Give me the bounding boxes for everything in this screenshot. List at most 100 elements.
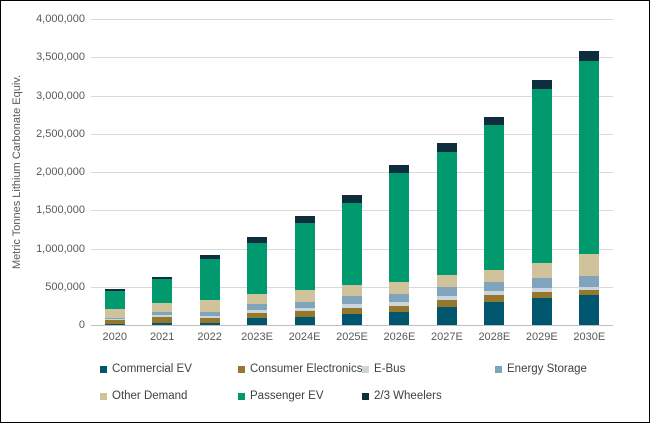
bar-slot-2020 <box>91 19 138 325</box>
bar-segment-energy-storage <box>484 281 505 291</box>
bar-segment-2-3-wheelers <box>484 116 505 126</box>
legend-label: 2/3 Wheelers <box>374 390 442 402</box>
x-tick-label: 2024E <box>288 331 321 343</box>
stacked-bar-2021 <box>152 276 173 325</box>
legend-label: E-Bus <box>374 363 406 375</box>
bar-segment-consumer-electronics <box>247 313 268 319</box>
bar-segment-consumer-electronics <box>389 305 410 312</box>
bar-segment-passenger-ev <box>389 173 410 283</box>
x-tick-label: 2027E <box>430 331 463 343</box>
bar-segment-commercial-ev <box>531 297 552 325</box>
bar-segment-e-bus <box>389 301 410 306</box>
bar-segment-other-demand <box>531 262 552 278</box>
legend-swatch <box>495 365 502 373</box>
x-tick-label: 2020 <box>102 331 127 343</box>
gridline <box>91 57 613 59</box>
bar-segment-other-demand <box>104 308 125 318</box>
stacked-bar-2024e <box>294 215 315 325</box>
bar-segment-e-bus <box>152 315 173 318</box>
y-tick-label: 2,000,000 <box>36 166 85 178</box>
bar-segment-commercial-ev <box>436 306 457 325</box>
stacked-bar-2023e <box>247 237 268 325</box>
bar-segment-consumer-electronics <box>294 311 315 318</box>
x-tick-label: 2021 <box>149 331 175 343</box>
bar-segment-other-demand <box>247 294 268 305</box>
legend-swatch <box>100 392 107 400</box>
bar-segment-2-3-wheelers <box>579 51 600 61</box>
gridline <box>91 133 613 135</box>
bar-segment-commercial-ev <box>247 318 268 325</box>
bar-segment-other-demand <box>294 290 315 302</box>
bar-segment-e-bus <box>436 296 457 301</box>
bar-segment-other-demand <box>199 300 220 313</box>
legend-item-passenger-ev: Passenger EV <box>238 388 362 404</box>
y-tick-label: 0 <box>78 319 85 331</box>
legend-swatch <box>100 365 107 373</box>
legend-label: Commercial EV <box>112 363 192 375</box>
bar-segment-e-bus <box>294 307 315 312</box>
bar-segment-commercial-ev <box>579 294 600 325</box>
y-tick-label: 1,000,000 <box>36 242 85 255</box>
legend-item-e-bus: E-Bus <box>362 361 495 377</box>
legend-label: Consumer Electronics <box>250 363 363 375</box>
legend-item-2-3-wheelers: 2/3 Wheelers <box>362 388 495 404</box>
bar-segment-consumer-electronics <box>579 290 600 295</box>
legend-item-energy-storage: Energy Storage <box>495 361 640 377</box>
bar-slot-2025e <box>328 19 375 325</box>
chart-legend: Commercial EV Consumer Electronics E-Bus En… <box>100 361 640 404</box>
bar-segment-other-demand <box>341 285 362 297</box>
bar-segment-e-bus <box>579 287 600 291</box>
x-axis-line <box>91 325 613 326</box>
bar-segment-passenger-ev <box>294 222 315 291</box>
bar-segment-consumer-electronics <box>531 292 552 298</box>
bar-series <box>91 19 613 325</box>
legend-swatch <box>238 392 245 400</box>
bar-segment-energy-storage <box>247 304 268 311</box>
bar-segment-2-3-wheelers <box>341 194 362 204</box>
x-axis-tick-labels: 2020 2021 2022 2023E 2024E 2025E 2026E 2027E 202… <box>91 331 613 343</box>
stacked-bar-2029e <box>531 80 552 325</box>
bar-slot-2029e <box>518 19 565 325</box>
stacked-bar-2022 <box>199 254 220 325</box>
y-tick-label: 3,000,000 <box>36 89 85 102</box>
gridline <box>91 172 613 173</box>
bar-segment-commercial-ev <box>199 323 220 325</box>
bar-segment-consumer-electronics <box>104 320 125 325</box>
bar-segment-passenger-ev <box>104 291 125 309</box>
bar-slot-2024e <box>281 19 328 325</box>
bar-segment-commercial-ev <box>484 301 505 325</box>
bar-segment-commercial-ev <box>389 311 410 325</box>
stacked-bar-2027e <box>436 143 457 325</box>
bar-segment-consumer-electronics <box>341 307 362 314</box>
x-tick-label: 2028E <box>478 331 511 343</box>
x-tick-label: 2023E <box>241 331 273 343</box>
bar-segment-energy-storage <box>579 276 600 287</box>
legend-swatch <box>238 365 245 373</box>
y-tick-label: 2,500,000 <box>36 127 85 140</box>
bar-segment-e-bus <box>484 290 505 296</box>
bar-segment-energy-storage <box>152 311 173 316</box>
bar-segment-consumer-electronics <box>484 295 505 302</box>
stacked-bar-2020 <box>104 289 125 325</box>
bar-segment-consumer-electronics <box>152 317 173 324</box>
legend-item-consumer-electronics: Consumer Electronics <box>238 361 362 377</box>
bar-segment-passenger-ev <box>579 60 600 255</box>
bar-segment-passenger-ev <box>341 203 362 286</box>
bar-segment-energy-storage <box>294 301 315 308</box>
bar-segment-2-3-wheelers <box>389 164 410 174</box>
bar-segment-e-bus <box>104 318 125 321</box>
bar-segment-energy-storage <box>436 287 457 297</box>
bar-segment-other-demand <box>389 282 410 295</box>
bar-segment-energy-storage <box>104 317 125 319</box>
bar-segment-other-demand <box>579 254 600 277</box>
bar-segment-e-bus <box>531 288 552 293</box>
bar-segment-passenger-ev <box>199 258 220 301</box>
legend-swatch <box>362 365 369 373</box>
bar-segment-e-bus <box>341 303 362 308</box>
y-tick-label: 500,000 <box>45 280 85 293</box>
stacked-bar-2025e <box>341 194 362 325</box>
x-tick-label: 2026E <box>383 331 416 343</box>
x-tick-label: 2022 <box>197 331 222 343</box>
x-tick-label: 2030E <box>573 331 606 343</box>
stacked-bar-2030e <box>579 51 600 325</box>
